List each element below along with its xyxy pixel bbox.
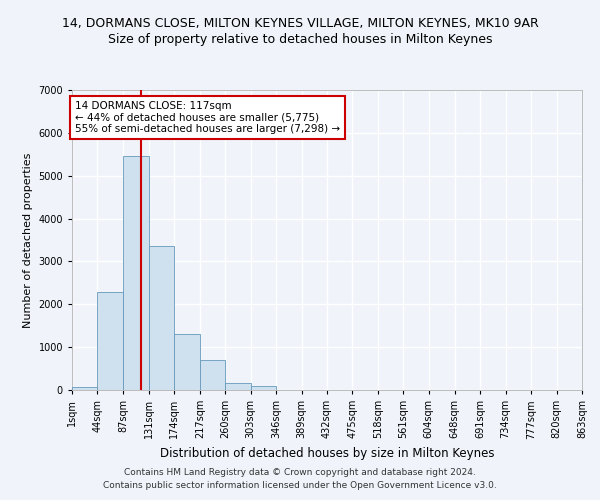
- Bar: [251, 386, 276, 390]
- Bar: [149, 246, 175, 390]
- Y-axis label: Number of detached properties: Number of detached properties: [23, 152, 33, 328]
- Bar: [123, 156, 149, 390]
- Bar: [72, 387, 97, 390]
- Bar: [175, 334, 200, 390]
- Bar: [97, 292, 123, 390]
- Text: 14, DORMANS CLOSE, MILTON KEYNES VILLAGE, MILTON KEYNES, MK10 9AR: 14, DORMANS CLOSE, MILTON KEYNES VILLAGE…: [62, 18, 538, 30]
- Bar: [200, 360, 225, 390]
- Text: 14 DORMANS CLOSE: 117sqm
← 44% of detached houses are smaller (5,775)
55% of sem: 14 DORMANS CLOSE: 117sqm ← 44% of detach…: [75, 100, 340, 134]
- Text: Contains HM Land Registry data © Crown copyright and database right 2024.: Contains HM Land Registry data © Crown c…: [124, 468, 476, 477]
- Bar: [225, 383, 251, 390]
- Text: Contains public sector information licensed under the Open Government Licence v3: Contains public sector information licen…: [103, 480, 497, 490]
- X-axis label: Distribution of detached houses by size in Milton Keynes: Distribution of detached houses by size …: [160, 447, 494, 460]
- Text: Size of property relative to detached houses in Milton Keynes: Size of property relative to detached ho…: [108, 32, 492, 46]
